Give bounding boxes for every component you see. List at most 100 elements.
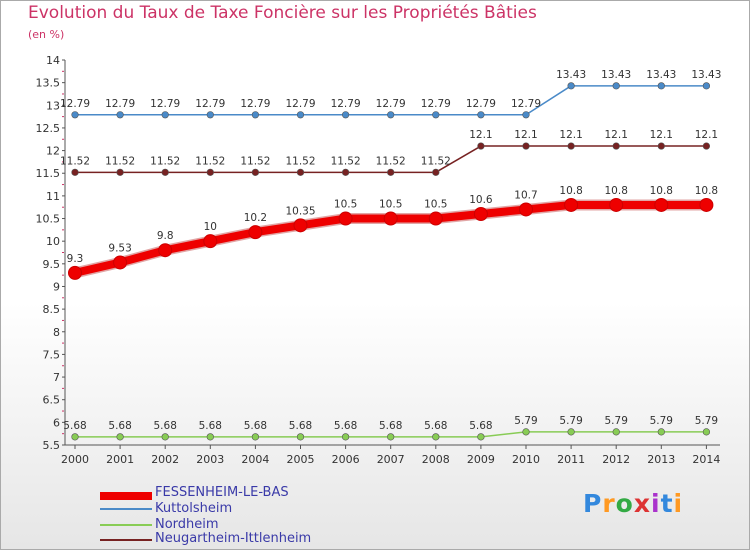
data-label-kuttolsheim: 12.79: [195, 98, 225, 110]
data-label-neugartheim-ittlenheim: 11.52: [150, 155, 180, 167]
data-label-neugartheim-ittlenheim: 11.52: [195, 155, 225, 167]
data-label-neugartheim-ittlenheim: 11.52: [240, 155, 270, 167]
y-tick-label: 14: [46, 54, 60, 67]
data-point-fessenheim-le-bas: [248, 225, 263, 240]
proxiti-logo[interactable]: Proxiti: [583, 489, 684, 518]
data-point-kuttolsheim: [432, 111, 440, 119]
x-tick-label: 2005: [287, 453, 315, 466]
legend-swatch-neugartheim: [100, 539, 152, 541]
y-tick-label: 7: [53, 371, 60, 384]
data-point-neugartheim-ittlenheim: [477, 142, 485, 150]
data-point-nordheim: [387, 433, 395, 441]
legend-label-nordheim: Nordheim: [155, 517, 219, 532]
data-point-fessenheim-le-bas: [113, 255, 128, 270]
data-point-nordheim: [702, 428, 711, 436]
data-point-neugartheim-ittlenheim: [612, 142, 620, 150]
data-point-fessenheim-le-bas: [68, 265, 82, 280]
x-tick-label: 2002: [151, 453, 179, 466]
y-tick-label: 11.5: [36, 167, 61, 180]
data-label-nordheim: 5.68: [289, 420, 312, 432]
data-label-kuttolsheim: 12.79: [421, 98, 451, 110]
data-label-nordheim: 5.79: [650, 415, 673, 427]
data-label-kuttolsheim: 13.43: [646, 69, 676, 81]
data-label-neugartheim-ittlenheim: 12.1: [650, 129, 673, 141]
data-label-kuttolsheim: 13.43: [556, 69, 586, 81]
data-label-fessenheim-le-bas: 9.8: [157, 230, 174, 242]
data-label-nordheim: 5.68: [199, 420, 222, 432]
data-label-neugartheim-ittlenheim: 11.52: [331, 155, 361, 167]
data-point-fessenheim-le-bas: [564, 197, 579, 212]
y-tick-label: 8: [53, 326, 60, 339]
data-point-neugartheim-ittlenheim: [432, 168, 440, 176]
data-point-nordheim: [71, 433, 79, 441]
data-label-nordheim: 5.68: [379, 420, 402, 432]
data-label-nordheim: 5.68: [424, 420, 447, 432]
data-label-fessenheim-le-bas: 10.8: [650, 185, 673, 197]
data-point-fessenheim-le-bas: [203, 234, 218, 249]
y-tick-label: 8.5: [43, 303, 61, 316]
data-point-nordheim: [612, 428, 620, 436]
data-label-kuttolsheim: 12.79: [150, 98, 180, 110]
x-tick-label: 2011: [557, 453, 585, 466]
data-label-nordheim: 5.79: [605, 415, 628, 427]
data-point-fessenheim-le-bas: [338, 211, 353, 226]
data-point-fessenheim-le-bas: [699, 197, 714, 212]
data-label-neugartheim-ittlenheim: 11.52: [60, 155, 90, 167]
x-tick-label: 2010: [512, 453, 540, 466]
data-point-fessenheim-le-bas: [654, 197, 669, 212]
x-tick-label: 2000: [61, 453, 89, 466]
data-label-kuttolsheim: 12.79: [511, 98, 541, 110]
data-point-nordheim: [251, 433, 259, 441]
data-point-neugartheim-ittlenheim: [522, 142, 530, 150]
data-label-neugartheim-ittlenheim: 12.1: [695, 129, 718, 141]
data-label-kuttolsheim: 13.43: [691, 69, 721, 81]
y-tick-label: 10.5: [36, 213, 61, 226]
data-point-nordheim: [477, 433, 485, 441]
chart-unit: (en %): [28, 28, 65, 41]
data-label-kuttolsheim: 12.79: [105, 98, 135, 110]
legend-label-neugartheim: Neugartheim-Ittlenheim: [155, 531, 312, 546]
y-tick-label: 13.5: [36, 77, 61, 90]
data-label-fessenheim-le-bas: 10.8: [605, 185, 628, 197]
y-tick-label: 6.5: [43, 394, 61, 407]
x-tick-label: 2013: [647, 453, 675, 466]
data-point-kuttolsheim: [116, 111, 124, 119]
data-point-nordheim: [342, 433, 350, 441]
data-label-fessenheim-le-bas: 10: [204, 221, 217, 233]
x-tick-label: 2007: [377, 453, 405, 466]
y-tick-label: 7.5: [43, 348, 61, 361]
data-point-neugartheim-ittlenheim: [342, 168, 350, 176]
data-label-nordheim: 5.79: [695, 415, 718, 427]
data-point-kuttolsheim: [71, 111, 79, 119]
data-point-fessenheim-le-bas: [158, 243, 173, 258]
data-point-fessenheim-le-bas: [519, 202, 533, 217]
data-label-nordheim: 5.68: [63, 420, 86, 432]
data-point-fessenheim-le-bas: [473, 207, 488, 221]
data-point-kuttolsheim: [387, 111, 395, 119]
data-label-fessenheim-le-bas: 10.5: [334, 199, 357, 211]
data-label-kuttolsheim: 12.79: [376, 98, 406, 110]
data-point-kuttolsheim: [477, 111, 485, 119]
data-label-neugartheim-ittlenheim: 12.1: [605, 129, 628, 141]
legend-swatch-nordheim: [100, 524, 152, 526]
data-point-kuttolsheim: [567, 82, 575, 90]
data-point-nordheim: [567, 428, 575, 436]
y-tick-label: 9: [53, 280, 60, 293]
data-label-kuttolsheim: 12.79: [285, 98, 315, 110]
data-point-nordheim: [522, 428, 530, 436]
data-point-neugartheim-ittlenheim: [702, 142, 711, 150]
data-point-nordheim: [296, 433, 305, 441]
data-label-neugartheim-ittlenheim: 11.52: [421, 155, 451, 167]
y-tick-label: 6: [53, 416, 60, 429]
x-tick-label: 2009: [467, 453, 495, 466]
data-label-nordheim: 5.68: [154, 420, 177, 432]
legend-label-kuttolsheim: Kuttolsheim: [155, 501, 233, 516]
data-point-kuttolsheim: [161, 111, 169, 119]
data-label-fessenheim-le-bas: 10.5: [379, 199, 402, 211]
data-label-neugartheim-ittlenheim: 12.1: [469, 129, 492, 141]
data-point-neugartheim-ittlenheim: [387, 168, 395, 176]
data-point-kuttolsheim: [702, 82, 711, 90]
data-point-fessenheim-le-bas: [609, 197, 624, 212]
